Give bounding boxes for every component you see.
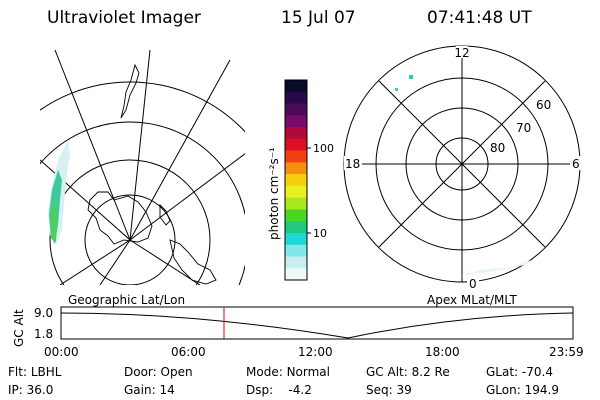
door-field: Door: Open [124,365,193,379]
altitude-xtick-0600: 06:00 [171,345,206,359]
uv-emission-spots [395,75,535,276]
altitude-xtick-2359: 23:59 [549,345,584,359]
colorbar-segment [285,268,307,281]
colorbar-segment [285,138,307,152]
flt-field: Flt: LBHL [8,365,62,379]
colorbar-segment [285,115,307,128]
colorbar-segment [285,150,307,163]
colorbar-segment [285,103,307,116]
mlt-label-18: 18 [345,157,360,171]
colorbar-segment [285,197,307,210]
altitude-ytick-high: 9.0 [34,306,54,320]
altitude-ytick-low: 1.8 [34,327,54,341]
colorbar-unit-label: photon cm⁻²s⁻¹ [267,147,281,240]
gain-field: Gain: 14 [124,383,175,397]
colorbar-segment [285,162,307,175]
gc-alt-field: GC Alt: 8.2 Re [366,365,450,379]
colorbar-segment [285,221,307,234]
colorbar-segment [285,232,307,246]
lat-label-80: 80 [490,141,505,155]
apex-label: Apex MLat/MLT [427,293,517,307]
lat-label-60: 60 [536,98,551,112]
ip-field: IP: 36.0 [8,383,54,397]
polar-plot: 12 18 6 0 60 70 80 [343,45,582,291]
colorbar-segment [285,244,307,257]
colorbar-gradient [285,80,307,281]
glat-field: GLat: -70.4 [486,365,553,379]
coastline-outlines [87,63,217,285]
seq-field: Seq: 39 [366,383,412,397]
colorbar-segment [285,174,307,187]
glon-field: GLon: 194.9 [486,383,559,397]
colorbar: 100 10 [284,79,334,281]
colorbar-segment [285,256,307,269]
altitude-plot [60,306,574,340]
altitude-xtick-0000: 00:00 [44,345,79,359]
lat-label-70: 70 [516,121,531,135]
dsp-field: Dsp: -4.2 [246,383,312,397]
date-label: 15 Jul 07 [281,8,356,28]
altitude-ylabel: GC Alt [12,309,26,347]
colorbar-segment [285,91,307,105]
colorbar-segment [285,209,307,222]
altitude-xtick-1200: 12:00 [298,345,333,359]
app-title: Ultraviolet Imager [47,8,201,28]
altitude-xtick-1800: 18:00 [425,345,460,359]
time-label: 07:41:48 UT [427,8,532,28]
colorbar-tick-100: 100 [313,142,334,155]
mlt-label-0: 0 [469,277,477,291]
colorbar-segment [285,80,307,93]
mode-field: Mode: Normal [246,365,330,379]
colorbar-tick-10: 10 [313,227,327,240]
uv-emission-band [48,140,70,245]
colorbar-segment [285,185,307,199]
geographic-label: Geographic Lat/Lon [68,293,186,307]
mlt-label-12: 12 [454,46,469,60]
colorbar-segment [285,127,307,140]
geographic-map [40,49,245,285]
mlt-label-6: 6 [572,157,580,171]
altitude-curve [60,312,574,339]
